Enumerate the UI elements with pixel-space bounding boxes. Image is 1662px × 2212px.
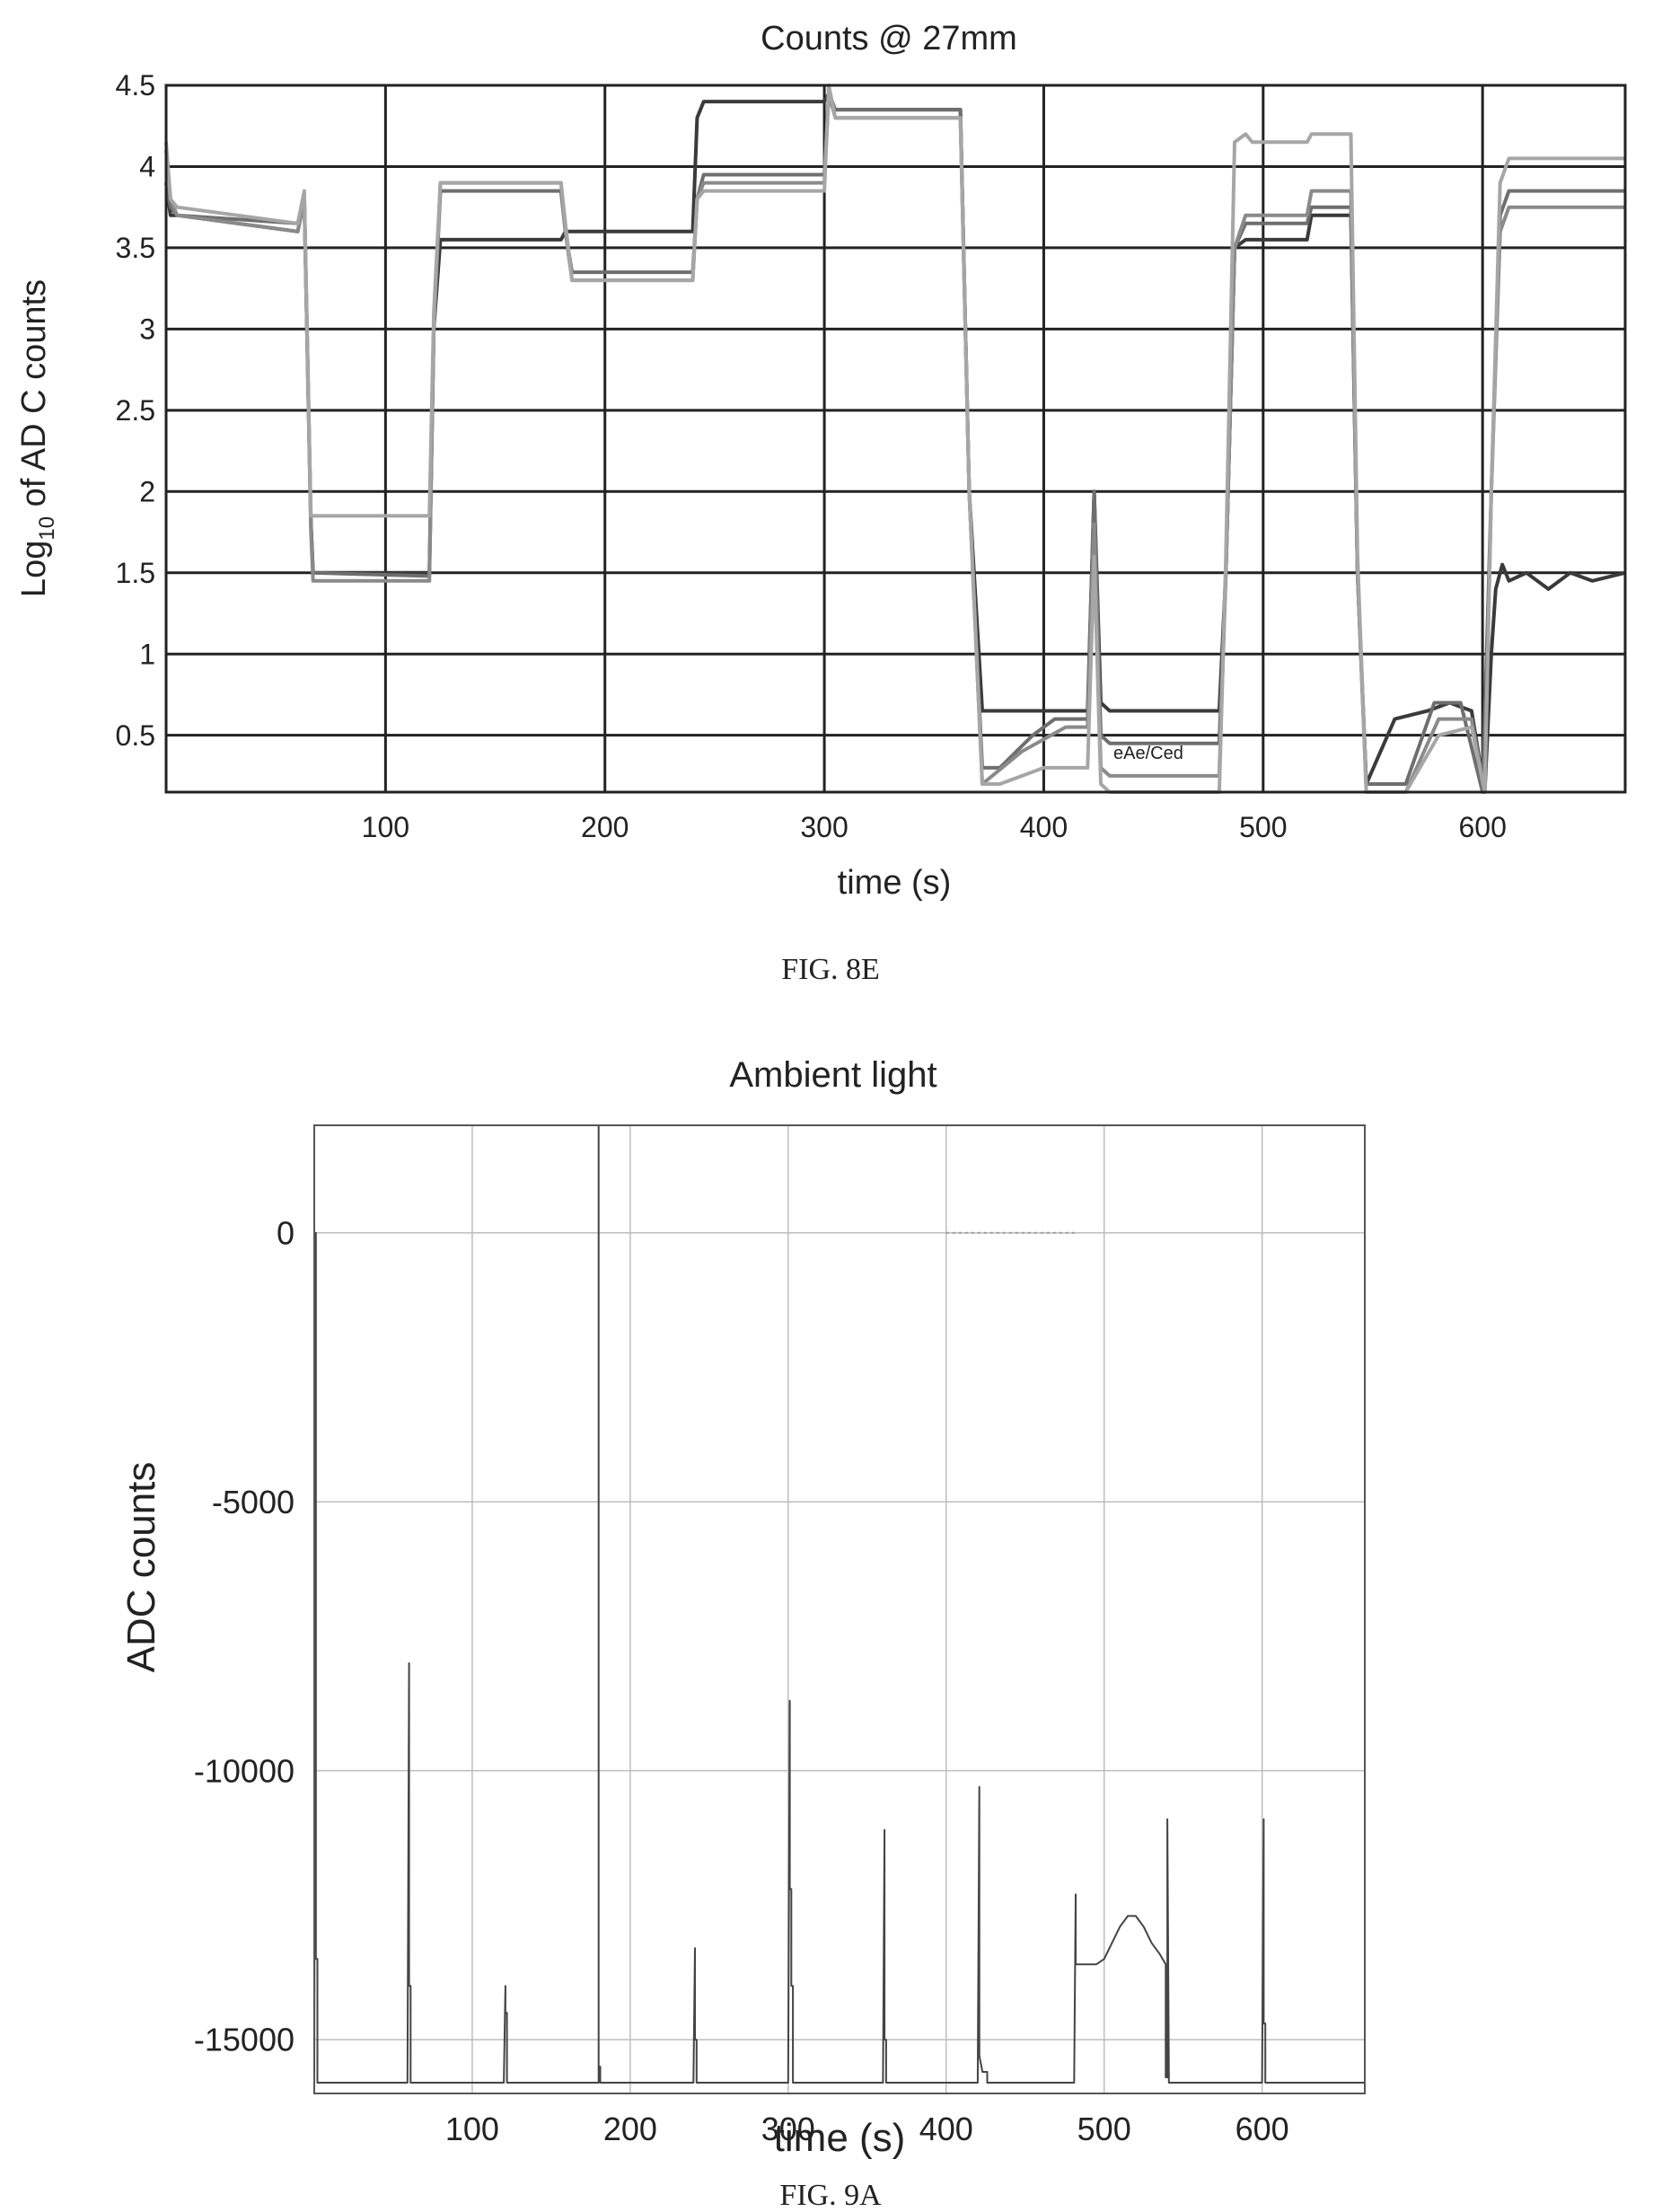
- chart1-x-tick-label: 300: [800, 811, 848, 843]
- chart2-x-tick-labels: 100 200 300 400 500 600: [445, 2111, 1289, 2147]
- chart1-x-tick-label: 200: [581, 811, 629, 843]
- chart2-y-axis-label: ADC counts: [119, 1462, 163, 1673]
- chart1-y-tick-label: 4: [139, 151, 155, 183]
- chart2-series-line-1: [313, 1124, 1365, 2084]
- chart1-y-tick-label: 3.5: [116, 232, 155, 264]
- chart1-y-tick-label: 4.5: [116, 69, 155, 101]
- chart2-series: [313, 1124, 1365, 2084]
- chart1-inline-label: eAe/Ced: [1113, 744, 1183, 763]
- chart2-y-tick-labels: 0 -5000 -10000 -15000: [194, 1214, 295, 2058]
- chart1-plot-frame: [164, 84, 1627, 794]
- chart1-y-tick-label: 0.5: [116, 719, 155, 752]
- chart1-y-label-log: Log: [15, 541, 53, 597]
- chart-ambient-light: Ambient light 0 -5000 -10000 -15000 100 200 3…: [119, 1055, 1366, 2160]
- chart2-x-tick-label: 100: [445, 2111, 499, 2147]
- chart1-y-tick-label: 1: [139, 638, 155, 670]
- chart2-grid: [314, 1125, 1365, 2093]
- chart1-title: Counts @ 27mm: [761, 20, 1017, 57]
- chart2-y-tick-label: -5000: [212, 1484, 295, 1520]
- chart2-x-tick-label: 600: [1236, 2111, 1289, 2147]
- chart1-x-axis-label: time (s): [838, 864, 952, 902]
- chart1-y-label-sub: 10: [35, 516, 59, 541]
- chart2-x-tick-label: 200: [603, 2111, 657, 2147]
- chart1-y-tick-label: 2.5: [116, 394, 155, 427]
- chart2-title: Ambient light: [729, 1055, 937, 1095]
- chart1-x-tick-label: 600: [1458, 811, 1506, 843]
- chart1-x-tick-labels: 100 200 300 400 500 600: [362, 811, 1507, 843]
- chart1-x-tick-label: 100: [362, 811, 409, 843]
- chart1-y-tick-labels: 0.5 1 1.5 2 2.5 3 3.5 4 4.5: [116, 69, 155, 752]
- chart2-x-tick-label: 300: [761, 2111, 815, 2147]
- chart2-x-tick-label: 500: [1077, 2111, 1131, 2147]
- chart1-grid: [166, 84, 1625, 792]
- chart-counts-27mm: Counts @ 27mm 0.5 1 1.5 2 2.5 3 3.5 4 4.5 100 200…: [15, 20, 1627, 902]
- chart2-x-axis-label: time (s): [774, 2116, 906, 2160]
- chart1-y-axis-label: Log10 of AD C counts: [15, 279, 59, 597]
- caption-fig-8e: FIG. 8E: [781, 953, 880, 986]
- chart2-y-tick-label: -15000: [194, 2022, 295, 2058]
- chart1-y-tick-label: 3: [139, 313, 155, 346]
- chart2-plot-frame: [313, 1124, 1366, 2094]
- chart2-x-tick-label: 400: [919, 2111, 973, 2147]
- caption-fig-9a-svg: FIG. 9A: [779, 2179, 882, 2212]
- chart2-y-tick-label: 0: [277, 1214, 295, 1251]
- chart1-y-tick-label: 2: [139, 475, 155, 507]
- chart1-x-tick-label: 500: [1239, 811, 1287, 843]
- chart2-y-tick-label: -10000: [194, 1752, 295, 1789]
- chart1-x-tick-label: 400: [1020, 811, 1068, 843]
- chart1-y-label-rest: of AD C counts: [15, 279, 53, 516]
- chart1-y-tick-label: 1.5: [116, 557, 155, 589]
